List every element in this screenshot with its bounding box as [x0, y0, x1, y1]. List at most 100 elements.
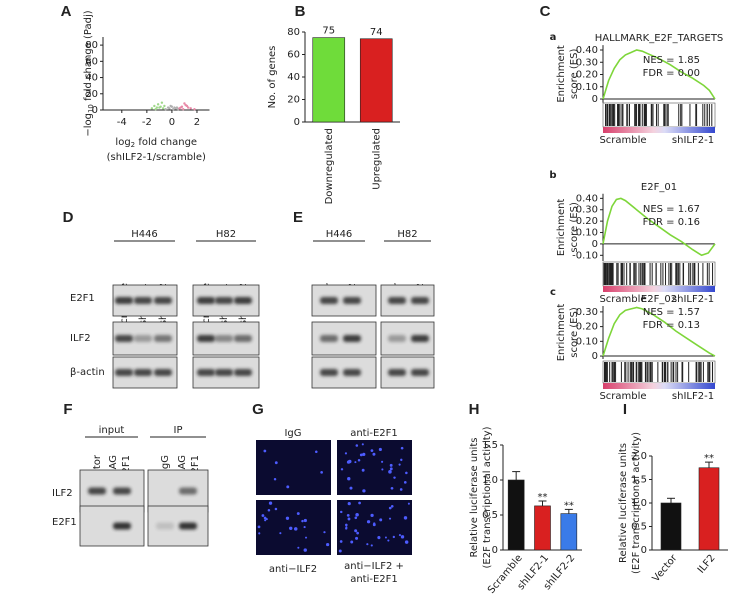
nucleus [345, 526, 348, 529]
y-tick-label: 0.10 [576, 228, 598, 239]
nucleus [388, 506, 392, 510]
point [187, 106, 190, 109]
nucleus [348, 459, 352, 464]
image-caption: anti-E2F1 [350, 574, 398, 585]
y-tick-label: -0.10 [572, 250, 598, 261]
nucleus [361, 468, 365, 472]
nucleus [387, 539, 390, 542]
nucleus [378, 447, 382, 452]
nucleus [326, 542, 330, 547]
nucleus [362, 489, 366, 493]
nucleus [354, 461, 357, 464]
nucleus [274, 461, 278, 465]
lane-label: -E2F1 [121, 455, 132, 483]
annotation: NES = 1.85 [643, 55, 700, 66]
rank-gradient [603, 127, 715, 133]
nucleus [279, 532, 282, 535]
band [215, 335, 233, 342]
nucleus [381, 460, 384, 463]
point [158, 106, 161, 109]
y-axis-label: −log10 fold change (Padj) [83, 10, 95, 136]
nucleus [347, 517, 351, 521]
y-tick-label: 0 [294, 117, 300, 128]
phenotype-label: Scramble [599, 391, 646, 402]
value-label: 74 [370, 27, 383, 38]
nucleus [398, 463, 401, 466]
group-label: H82 [397, 229, 417, 240]
es-curve [602, 197, 716, 257]
y-tick-label: 20 [85, 89, 98, 100]
nucleus [384, 536, 387, 539]
y-tick-label: 80 [85, 40, 98, 51]
panel-label: I [623, 401, 627, 418]
x-tick-label: 0 [169, 117, 175, 128]
point [175, 106, 179, 109]
rank-gradient [603, 286, 715, 292]
group-label: H446 [131, 229, 158, 240]
nucleus [350, 540, 354, 544]
y-tick-label: 0.20 [576, 322, 598, 333]
band [134, 297, 152, 304]
significance: ** [564, 500, 574, 511]
nucleus [344, 452, 348, 455]
panel-label: H [469, 401, 480, 418]
annotation: FDR = 0.00 [643, 68, 700, 79]
nucleus [389, 467, 393, 471]
row-label: E2F1 [70, 293, 95, 304]
x-tick-label: -2 [142, 117, 152, 128]
nucleus [273, 478, 277, 481]
nucleus [381, 468, 384, 471]
band [115, 369, 133, 376]
point [160, 101, 164, 104]
nucleus [296, 512, 300, 516]
nucleus [340, 468, 344, 471]
bar [660, 502, 682, 551]
bar [312, 37, 346, 123]
band [115, 335, 133, 342]
band [154, 297, 172, 304]
band [134, 335, 152, 342]
band [113, 522, 131, 530]
nucleus [303, 548, 307, 552]
nucleus [403, 480, 407, 484]
nucleus [390, 486, 394, 490]
point [171, 107, 175, 111]
x-axis-label-part: 2 [131, 141, 135, 149]
band [234, 297, 252, 304]
y-axis-label: score (ES) [569, 307, 580, 358]
panel-label: D [63, 209, 74, 226]
y-axis-label: Enrichment [556, 304, 567, 362]
gsea-label: c [550, 287, 556, 298]
nucleus [359, 453, 363, 457]
nucleus [366, 543, 369, 546]
nucleus [347, 477, 351, 481]
y-axis-label: Enrichment [556, 45, 567, 103]
nucleus [362, 452, 366, 456]
panel-label: G [252, 401, 264, 418]
nucleus [370, 449, 374, 453]
y-axis-label: score (ES) [569, 202, 580, 253]
point [150, 107, 154, 110]
micrograph [256, 440, 331, 495]
band [197, 369, 215, 376]
es-curve [602, 306, 716, 357]
point [156, 103, 160, 106]
y-tick-label: 0.30 [576, 307, 598, 318]
bar [560, 513, 578, 551]
nucleus [323, 531, 326, 534]
band [134, 369, 152, 376]
gsea-label: a [550, 32, 557, 43]
image-caption: anti−ILF2 [269, 564, 317, 575]
point [193, 107, 196, 111]
point [164, 107, 167, 111]
phenotype-label: shILF2-1 [672, 391, 714, 402]
lane-label: FLAG [108, 455, 119, 481]
y-axis-label-part: 10 [87, 104, 95, 113]
chart-title: E2F_02 [641, 294, 677, 305]
nucleus [393, 476, 396, 479]
y-axis-label: (E2F transcriptional activity) [482, 426, 493, 568]
point [154, 107, 157, 111]
nucleus [403, 516, 408, 520]
